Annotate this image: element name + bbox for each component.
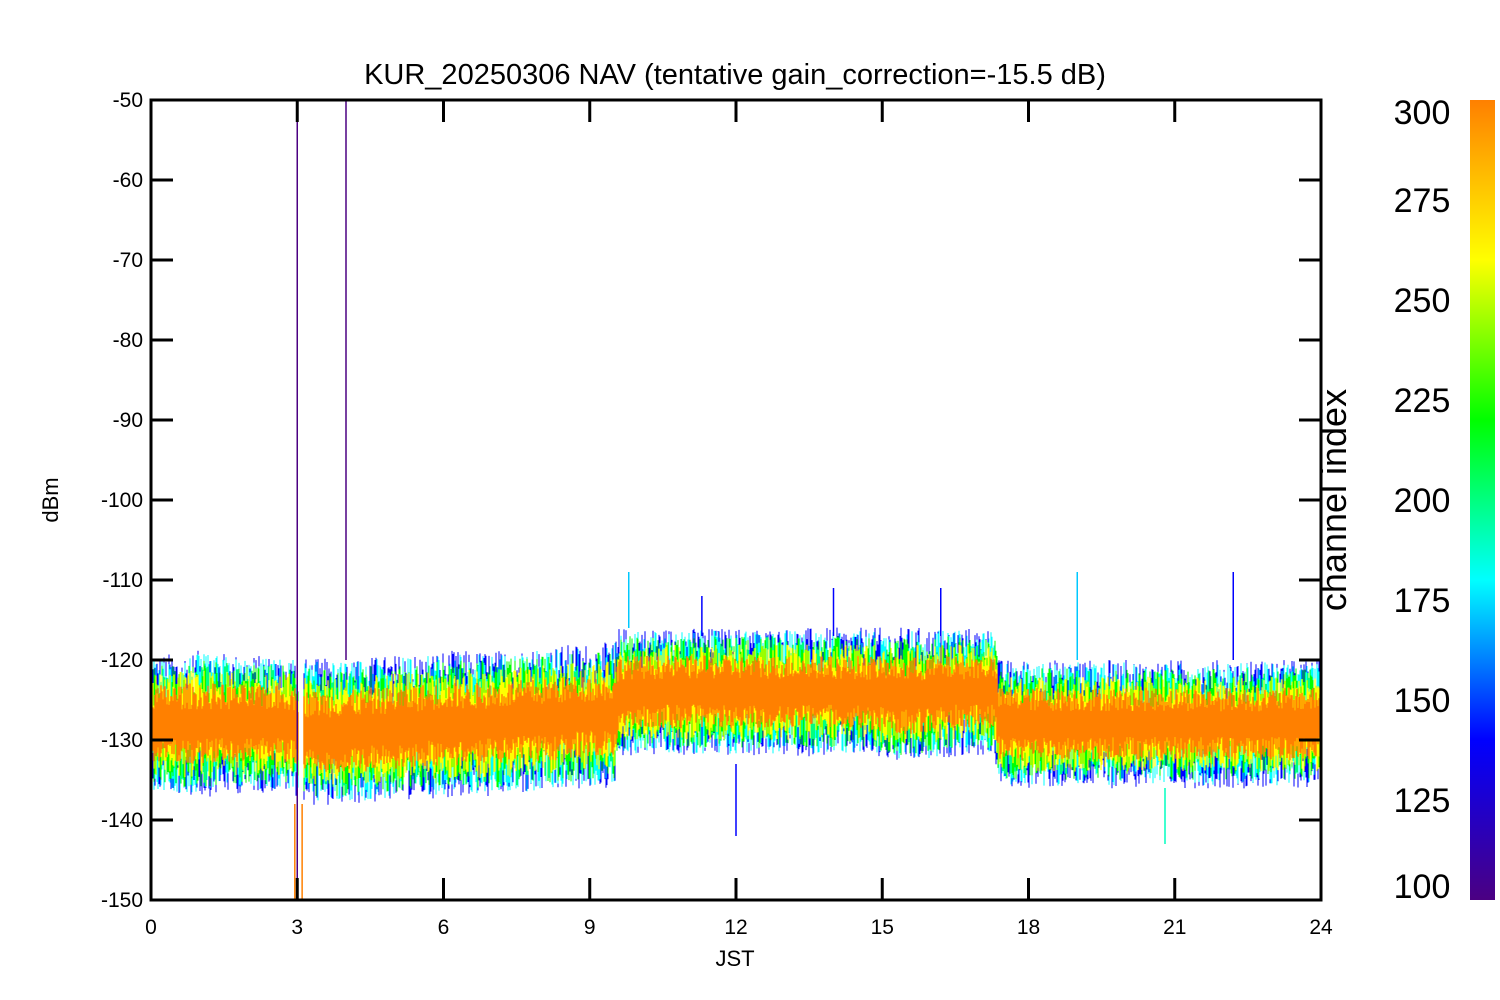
colorbar-tick-label: 275 bbox=[1394, 182, 1451, 220]
x-tick-label: 15 bbox=[871, 916, 894, 939]
x-tick-label: 6 bbox=[438, 916, 450, 939]
colorbar-tick-label: 200 bbox=[1394, 482, 1451, 520]
y-tick-label: -130 bbox=[101, 729, 143, 752]
x-tick-label: 18 bbox=[1017, 916, 1040, 939]
chart-title: KUR_20250306 NAV (tentative gain_correct… bbox=[364, 59, 1106, 91]
plot-data bbox=[151, 100, 1321, 900]
y-axis-ticks: -50 -60 -70 -80 -90 -100 -110 -120 -130 -140 -150 bbox=[101, 89, 1321, 912]
colorbar-tick-label: 175 bbox=[1394, 582, 1451, 620]
colorbar-tick-label: 250 bbox=[1394, 282, 1451, 320]
y-tick-label: -90 bbox=[113, 409, 143, 432]
y-tick-label: -80 bbox=[113, 329, 143, 352]
colorbar-ticks: 300 275 250 225 200 175 150 125 100 bbox=[1394, 94, 1451, 906]
x-tick-label: 21 bbox=[1163, 916, 1186, 939]
x-tick-label: 9 bbox=[584, 916, 596, 939]
colorbar-tick-label: 125 bbox=[1394, 782, 1451, 820]
colorbar-label: channel index bbox=[1313, 389, 1354, 611]
y-tick-label: -50 bbox=[113, 89, 143, 112]
y-tick-label: -100 bbox=[101, 489, 143, 512]
y-axis-label: dBm bbox=[38, 477, 63, 522]
y-tick-label: -150 bbox=[101, 889, 143, 912]
x-tick-label: 0 bbox=[145, 916, 157, 939]
y-tick-label: -70 bbox=[113, 249, 143, 272]
x-tick-label: 12 bbox=[724, 916, 747, 939]
x-axis-label: JST bbox=[715, 946, 754, 971]
colorbar bbox=[1470, 100, 1495, 900]
y-tick-label: -110 bbox=[103, 569, 143, 592]
colorbar-tick-label: 300 bbox=[1394, 94, 1451, 132]
x-axis-ticks: 0 3 6 9 12 15 18 21 24 bbox=[145, 100, 1333, 939]
y-tick-label: -140 bbox=[101, 809, 143, 832]
colorbar-tick-label: 225 bbox=[1394, 382, 1451, 420]
x-tick-label: 24 bbox=[1309, 916, 1333, 939]
colorbar-tick-label: 100 bbox=[1394, 868, 1451, 906]
colorbar-tick-label: 150 bbox=[1394, 682, 1451, 720]
y-tick-label: -60 bbox=[113, 169, 143, 192]
x-tick-label: 3 bbox=[291, 916, 303, 939]
y-tick-label: -120 bbox=[101, 649, 143, 672]
channel-band-4 bbox=[151, 655, 1321, 773]
